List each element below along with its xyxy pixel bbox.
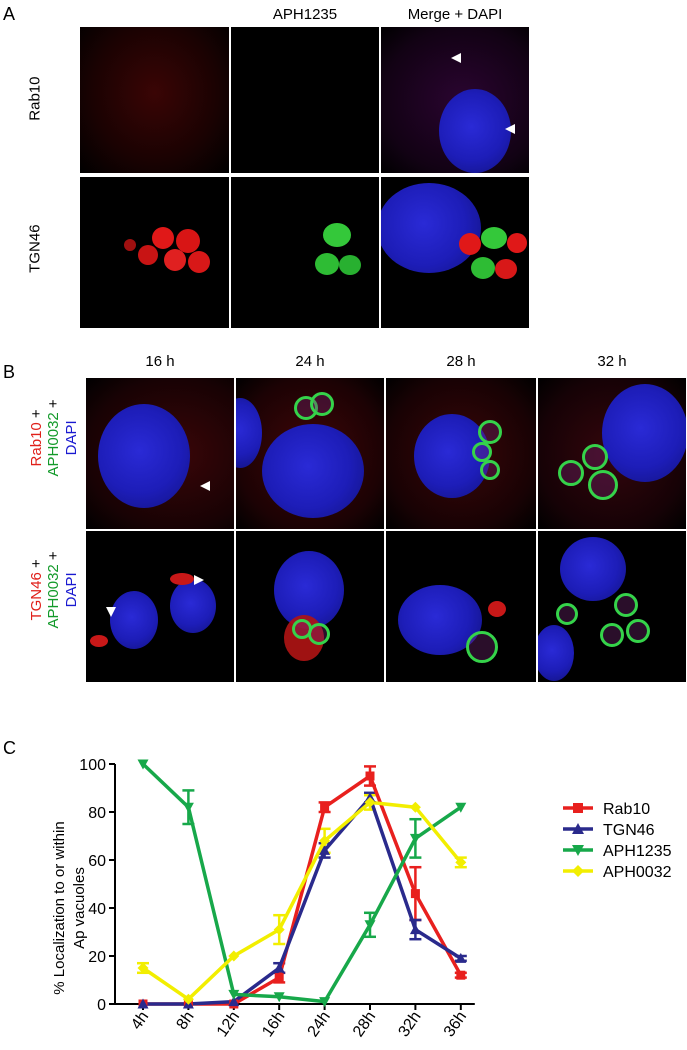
panel-c-letter: C [3, 738, 16, 758]
panel-b-letter: B [3, 362, 16, 382]
panel-b-col-32h: 32 h [597, 353, 627, 370]
legend-marker-aph1235 [572, 845, 584, 856]
data-point-aph1235 [364, 920, 376, 931]
x-tick-label: 16h [259, 1009, 288, 1041]
panel-b-col-28h: 28 h [446, 353, 476, 370]
series-line-tgn46 [143, 795, 462, 1006]
panel-b-row-tgn46-label: TGN46 + APH0032 + DAPI [28, 520, 80, 660]
data-point-tgn46 [409, 924, 421, 935]
arrowhead-icon [200, 481, 210, 491]
arrowhead-icon [194, 575, 204, 585]
series-line-aph1235 [141, 762, 462, 1004]
micrograph-b-rab10-24h [236, 378, 384, 529]
y-tick-label: 0 [97, 997, 106, 1014]
micrograph-b-tgn46-28h [386, 531, 536, 682]
data-point-aph1235 [455, 802, 467, 813]
label-dapi: DAPI [62, 420, 80, 456]
micrograph-b-rab10-16h [86, 378, 234, 529]
legend-marker-rab10 [573, 803, 583, 813]
data-point-aph0032 [228, 950, 240, 962]
micrograph-a-rab10-green [231, 27, 379, 173]
x-tick-label: 12h [214, 1009, 243, 1041]
x-tick-label: 36h [441, 1009, 470, 1041]
data-point-aph0032 [364, 796, 376, 808]
panel-a-col-aph1235: APH1235 [272, 6, 338, 23]
data-point-rab10 [320, 802, 330, 812]
y-axis-label-line1: % Localization to or within [51, 821, 68, 994]
panel-a-col-merge: Merge + DAPI [407, 6, 503, 23]
legend-marker-tgn46 [572, 823, 584, 834]
legend-label-tgn46: TGN46 [603, 822, 655, 839]
data-point-tgn46 [455, 952, 467, 963]
localization-line-chart: % Localization to or within Ap vacuoles … [51, 757, 672, 1041]
panel-b-col-24h: 24 h [295, 353, 325, 370]
legend-label-rab10: Rab10 [603, 801, 650, 818]
label-dapi: DAPI [62, 572, 80, 608]
y-axis-label-line2: Ap vacuoles [71, 867, 88, 949]
data-point-aph1235 [228, 989, 240, 1000]
y-tick-label: 20 [88, 949, 106, 966]
legend-label-aph1235: APH1235 [603, 843, 672, 860]
data-point-aph1235 [137, 759, 149, 770]
data-point-tgn46 [137, 998, 149, 1009]
x-tick-label: 28h [350, 1009, 379, 1041]
data-point-rab10 [274, 973, 284, 983]
data-point-aph1235 [273, 992, 285, 1003]
panel-a-row-tgn46: TGN46 [26, 224, 44, 273]
data-point-aph0032 [137, 962, 149, 974]
micrograph-b-rab10-32h [538, 378, 686, 529]
label-plus: + [45, 399, 63, 409]
data-point-aph0032 [182, 993, 194, 1005]
data-point-aph0032 [409, 801, 421, 813]
micrograph-b-rab10-28h [386, 378, 536, 529]
panel-b-row-rab10-label: Rab10 + APH0032 + DAPI [28, 368, 80, 508]
legend-marker-aph0032 [572, 865, 584, 877]
y-tick-label: 60 [88, 853, 106, 870]
legend-label-aph0032: APH0032 [603, 864, 672, 881]
y-tick-label: 100 [79, 757, 106, 774]
data-point-rab10 [365, 771, 375, 781]
data-point-aph1235 [182, 802, 194, 813]
micrograph-a-tgn46-merge [381, 177, 529, 328]
panel-a-row-rab10: Rab10 [26, 76, 44, 121]
arrowhead-icon [505, 124, 515, 134]
data-point-aph0032 [319, 835, 331, 847]
micrograph-b-tgn46-32h [538, 531, 686, 682]
x-tick-label: 24h [305, 1009, 334, 1041]
arrowhead-icon [451, 53, 461, 63]
data-point-tgn46 [273, 962, 285, 973]
series-line-aph0032 [142, 800, 463, 1001]
data-point-tgn46 [319, 844, 331, 855]
data-point-rab10 [410, 889, 420, 899]
x-tick-label: 4h [128, 1009, 152, 1033]
micrograph-a-tgn46-red [80, 177, 229, 328]
micrograph-b-tgn46-16h [86, 531, 234, 682]
label-aph0032: APH0032 [45, 564, 63, 629]
x-tick-label: 8h [174, 1009, 198, 1033]
micrograph-b-tgn46-24h [236, 531, 384, 682]
label-plus: + [45, 551, 63, 561]
micrograph-a-rab10-merge [381, 27, 529, 173]
label-plus: + [28, 559, 46, 568]
label-tgn46: TGN46 [28, 572, 46, 621]
data-point-aph1235 [319, 997, 331, 1008]
y-tick-label: 80 [88, 805, 106, 822]
arrowhead-icon [106, 607, 116, 617]
label-aph0032: APH0032 [45, 412, 63, 477]
data-point-aph0032 [455, 856, 467, 868]
panel-b-col-16h: 16 h [145, 353, 175, 370]
data-point-rab10 [456, 970, 466, 980]
data-point-aph0032 [273, 924, 285, 936]
data-point-tgn46 [228, 996, 240, 1007]
label-rab10: Rab10 [28, 422, 46, 467]
micrograph-a-tgn46-green [231, 177, 379, 328]
micrograph-a-rab10-red [80, 27, 229, 173]
y-tick-label: 40 [88, 901, 106, 918]
panel-a-letter: A [3, 4, 16, 24]
data-point-aph1235 [409, 833, 421, 844]
label-plus: + [28, 409, 46, 419]
x-tick-label: 32h [395, 1009, 424, 1041]
